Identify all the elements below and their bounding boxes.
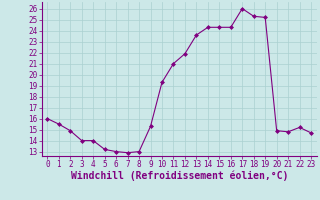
X-axis label: Windchill (Refroidissement éolien,°C): Windchill (Refroidissement éolien,°C) — [70, 171, 288, 181]
